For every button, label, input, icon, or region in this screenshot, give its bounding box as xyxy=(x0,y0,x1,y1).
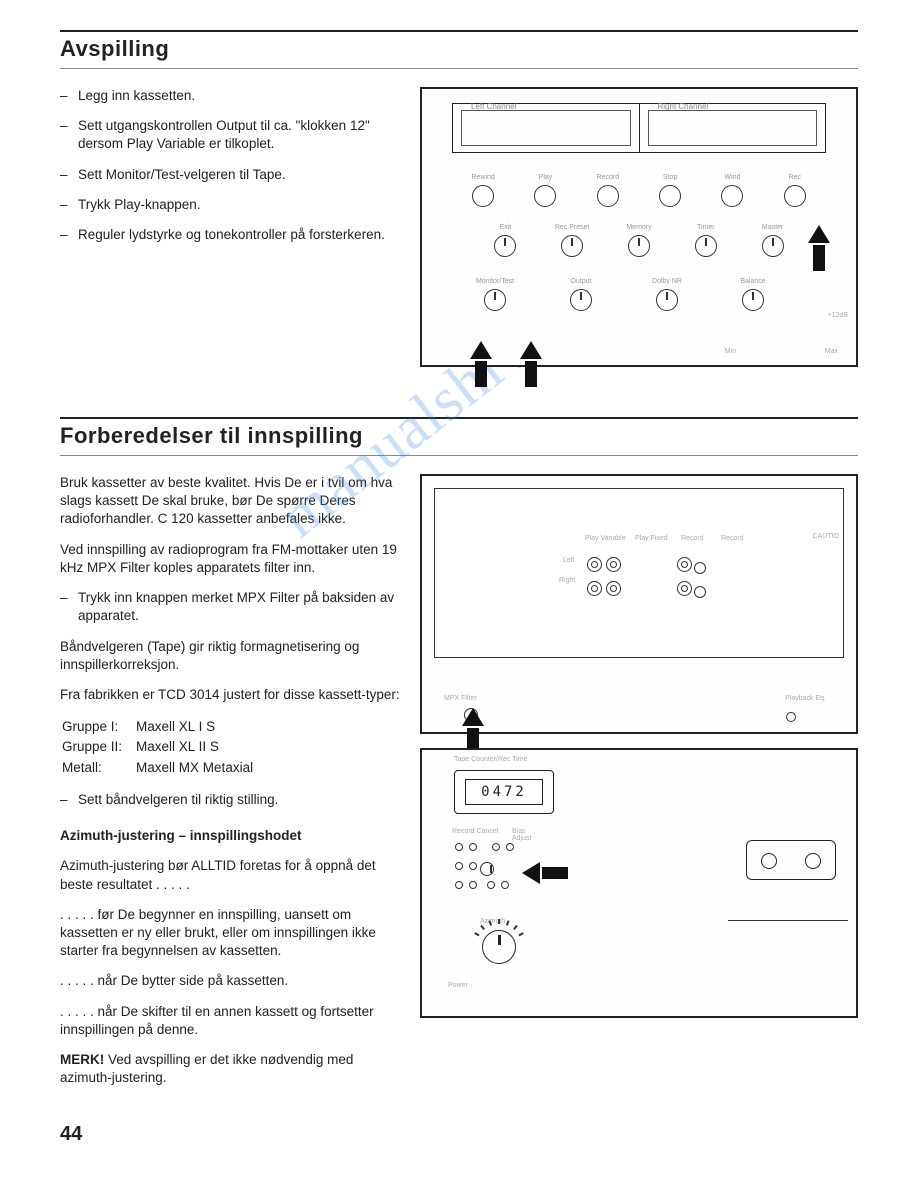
table-row: Gruppe I:Maxell XL I S xyxy=(62,718,265,736)
tape-groups-table: Gruppe I:Maxell XL I S Gruppe II:Maxell … xyxy=(60,716,267,779)
pinhole-label: Playback Eq. xyxy=(785,695,826,702)
arrow-indicator-icon xyxy=(522,862,568,884)
memory-switch: Memory xyxy=(628,235,650,257)
list-item: –Trykk inn knappen merket MPX Filter på … xyxy=(60,589,400,625)
rec-preset-switch: Rec Preset xyxy=(561,235,583,257)
counter-display: 0472 xyxy=(465,779,543,805)
scale-label: Min xyxy=(725,348,736,355)
cassette-slot-icon xyxy=(746,840,836,880)
jack-label: Play Fixed xyxy=(635,535,668,542)
playback-eq-hole xyxy=(786,712,796,722)
play-button: Play xyxy=(534,185,556,207)
paragraph: Bruk kassetter av beste kvalitet. Hvis D… xyxy=(60,474,400,529)
power-label: Power xyxy=(448,982,468,989)
list-item: –Sett båndvelgeren til riktig stilling. xyxy=(60,791,400,809)
section1-title: Avspilling xyxy=(60,36,858,69)
exit-switch: Exit xyxy=(494,235,516,257)
jack-label: Record xyxy=(681,535,704,542)
section1-text: –Legg inn kassetten. –Sett utgangskontro… xyxy=(60,87,400,367)
transport-row: Rewind Play Record Stop Wind Rec xyxy=(452,185,826,207)
section1-diagram-col: Left Channel Right Channel Rewind Play R… xyxy=(420,87,858,367)
subheading: Azimuth-justering – innspillingshodet xyxy=(60,827,400,845)
page-number: 44 xyxy=(60,1123,82,1146)
rule xyxy=(60,30,858,32)
paragraph: . . . . . når De bytter side på kassette… xyxy=(60,972,400,990)
output-knob: Output xyxy=(570,289,592,311)
arrow-indicator-icon xyxy=(808,225,830,271)
dolby-knob: Dolby NR xyxy=(656,289,678,311)
table-row: Metall:Maxell MX Metaxial xyxy=(62,759,265,777)
handle-line xyxy=(728,920,848,1006)
list-item: –Trykk Play-knappen. xyxy=(60,196,400,214)
list-item: –Sett utgangskontrollen Output til ca. "… xyxy=(60,117,400,153)
timer-switch: Timer xyxy=(695,235,717,257)
front-panel-diagram: Left Channel Right Channel Rewind Play R… xyxy=(420,87,858,367)
table-row: Gruppe II:Maxell XL II S xyxy=(62,738,265,756)
list-item: –Sett Monitor/Test-velgeren til Tape. xyxy=(60,166,400,184)
jack-label: Play Variable xyxy=(585,535,626,542)
rca-jack-group xyxy=(675,555,706,603)
counter-title: Tape Counter/Rec Time xyxy=(454,756,528,763)
balance-knob: Balance xyxy=(742,289,764,311)
stop-button: Stop xyxy=(659,185,681,207)
azimuth-knob xyxy=(482,930,516,964)
paragraph: . . . . . når De skifter til en annen ka… xyxy=(60,1003,400,1039)
section1: –Legg inn kassetten. –Sett utgangskontro… xyxy=(60,87,858,367)
paragraph: Ved innspilling av radioprogram fra FM-m… xyxy=(60,541,400,577)
control-row: Monitor/Test Output Dolby NR Balance xyxy=(452,289,796,311)
manual-page: manualshive.com Avspilling –Legg inn kas… xyxy=(60,30,858,1158)
tape-counter: 0472 xyxy=(454,770,554,814)
list-item: –Reguler lydstyrke og tonekontroller på … xyxy=(60,226,400,244)
vu-meters: Left Channel Right Channel xyxy=(452,103,826,153)
master-switch: Master xyxy=(762,235,784,257)
monitor-test-knob: Monitor/Test xyxy=(484,289,506,311)
section2: Bruk kassetter av beste kvalitet. Hvis D… xyxy=(60,474,858,1099)
rule xyxy=(60,417,858,419)
caution-label: CAUTIO xyxy=(813,533,839,540)
arrow-indicator-icon xyxy=(470,341,492,387)
section2-text: Bruk kassetter av beste kvalitet. Hvis D… xyxy=(60,474,400,1099)
paragraph: Båndvelgeren (Tape) gir riktig formagnet… xyxy=(60,638,400,674)
rewind-button: Rewind xyxy=(472,185,494,207)
section2-title: Forberedelser til innspilling xyxy=(60,423,858,456)
list-item: –Legg inn kassetten. xyxy=(60,87,400,105)
note: MERK! Ved avspilling er det ikke nødvend… xyxy=(60,1051,400,1087)
rec-button: Rec xyxy=(784,185,806,207)
front-lower-diagram: Tape Counter/Rec Time 0472 Record Cancel… xyxy=(420,748,858,1018)
paragraph: Fra fabrikken er TCD 3014 justert for di… xyxy=(60,686,400,704)
mpx-label: MPX Filter xyxy=(444,695,477,702)
scale-label: Max xyxy=(825,348,838,355)
arrow-indicator-icon xyxy=(520,341,542,387)
paragraph: Azimuth-justering bør ALLTID foretas for… xyxy=(60,857,400,893)
rear-panel-diagram: Play Variable Play Fixed Record Record C… xyxy=(420,474,858,734)
record-button: Record xyxy=(597,185,619,207)
wind-button: Wind xyxy=(721,185,743,207)
rear-panel-inner: Play Variable Play Fixed Record Record C… xyxy=(434,488,844,658)
switch-row: Exit Rec Preset Memory Timer Master xyxy=(472,235,806,257)
tape-selector-dots: Record Cancel Bias Adjust xyxy=(452,840,517,897)
jack-label: Record xyxy=(721,535,744,542)
scale-label: +12dB xyxy=(828,312,848,319)
section2-diagram-col: Play Variable Play Fixed Record Record C… xyxy=(420,474,858,1099)
rca-jack-group: Left Right xyxy=(585,555,623,603)
paragraph: . . . . . før De begynner en innspilling… xyxy=(60,906,400,961)
